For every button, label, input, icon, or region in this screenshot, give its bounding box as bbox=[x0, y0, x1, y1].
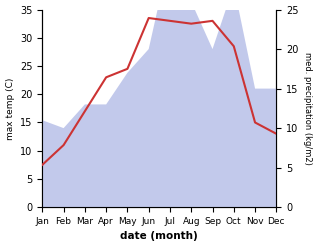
Y-axis label: med. precipitation (kg/m2): med. precipitation (kg/m2) bbox=[303, 52, 313, 165]
X-axis label: date (month): date (month) bbox=[121, 231, 198, 242]
Y-axis label: max temp (C): max temp (C) bbox=[5, 77, 15, 140]
